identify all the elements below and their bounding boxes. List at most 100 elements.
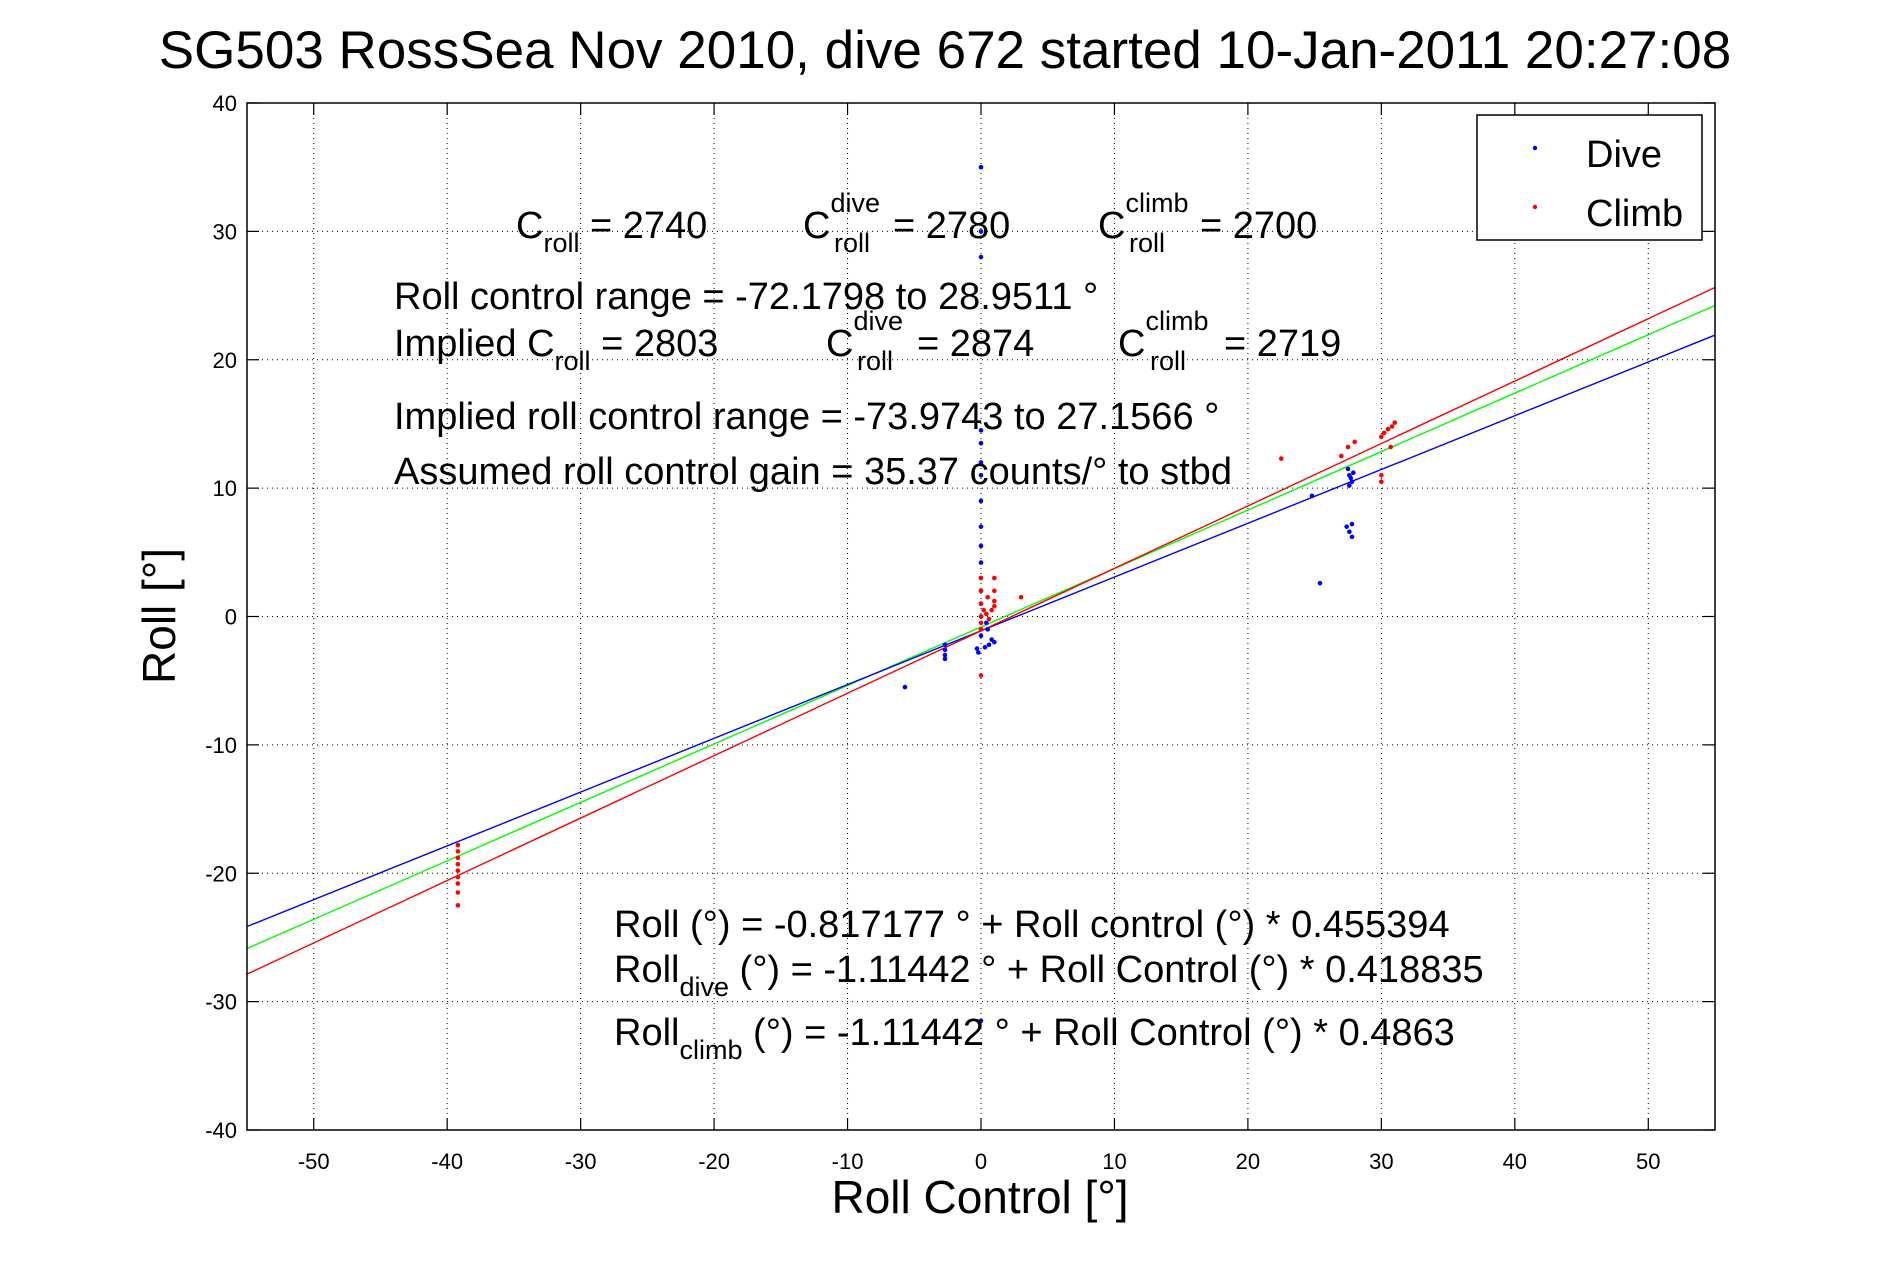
- climb-point: [1379, 434, 1384, 440]
- x-tick-label: -50: [298, 1149, 330, 1174]
- climb-point: [1392, 420, 1398, 425]
- equation-climb: Rollclimb (°) = -1.11442 ° + Roll Contro…: [614, 1012, 1455, 1065]
- climb-point: [992, 588, 997, 594]
- c-roll-climb-sub: roll: [1129, 228, 1165, 258]
- dive-point: [978, 229, 984, 234]
- implied-c-roll-dive-label: Cdive: [826, 306, 903, 365]
- implied-c-roll-dive-sub: roll: [857, 346, 893, 376]
- dive-point: [942, 647, 948, 653]
- series-dive: [902, 164, 1356, 1024]
- climb-point: [455, 849, 461, 854]
- y-tick-label: 20: [213, 348, 237, 373]
- x-tick-label: 50: [1636, 1149, 1660, 1174]
- dive-point: [1349, 521, 1355, 527]
- c-roll-label: Croll = 2740: [516, 205, 707, 258]
- dive-point: [985, 627, 990, 632]
- climb-point: [978, 588, 984, 594]
- dive-point: [978, 164, 984, 170]
- dive-point: [942, 656, 948, 662]
- climb-point: [992, 598, 997, 604]
- dive-point: [1351, 470, 1356, 476]
- axis-ticks: [247, 102, 1715, 1131]
- dive-point: [978, 524, 984, 529]
- dive-point: [978, 428, 984, 433]
- climb-point: [992, 603, 997, 609]
- implied-c-roll-dive-value: = 2874: [917, 323, 1034, 365]
- y-tick-labels: -40 -30 -20 -10 0 10 20 30 40: [205, 91, 237, 1143]
- legend-marker-dive: [1532, 145, 1538, 151]
- climb-point: [1385, 426, 1391, 432]
- dive-point: [1347, 483, 1352, 488]
- dive-point: [978, 543, 984, 549]
- c-roll-climb-value: = 2700: [1200, 205, 1317, 247]
- climb-point: [978, 601, 984, 606]
- climb-point: [978, 627, 984, 632]
- dive-point: [1309, 493, 1315, 499]
- data-points: [455, 164, 1398, 1024]
- x-tick-label: -40: [431, 1149, 463, 1174]
- dive-point: [1348, 475, 1353, 481]
- y-tick-label: -30: [205, 990, 237, 1015]
- fit-line-roll: [247, 304, 1715, 950]
- x-tick-labels: -50 -40 -30 -20 -10 0 10 20 30 40 50: [298, 1149, 1661, 1174]
- dive-point: [976, 650, 981, 655]
- climb-point: [1345, 444, 1351, 450]
- y-tick-label: 40: [213, 91, 237, 116]
- x-axis-label: Roll Control [°]: [831, 1171, 1128, 1223]
- y-tick-label: -20: [205, 861, 237, 886]
- legend-box: [1476, 114, 1703, 241]
- dive-point: [982, 645, 988, 650]
- dive-point: [978, 440, 984, 446]
- climb-point: [978, 673, 984, 678]
- dive-point: [992, 639, 997, 645]
- climb-point: [455, 874, 461, 880]
- x-tick-label: -30: [565, 1149, 597, 1174]
- climb-point: [455, 855, 461, 861]
- climb-point: [1278, 456, 1284, 461]
- x-tick-label: 30: [1369, 1149, 1393, 1174]
- implied-c-roll-climb-value: = 2719: [1224, 323, 1341, 365]
- c-roll-climb-label: Cclimb: [1098, 188, 1188, 247]
- dive-point: [1349, 534, 1355, 540]
- climb-point: [984, 611, 989, 617]
- climb-point: [978, 614, 984, 619]
- climb-point: [981, 607, 986, 613]
- climb-point: [978, 575, 984, 581]
- dive-point: [902, 684, 908, 690]
- climb-point: [1388, 444, 1394, 450]
- equation-all: Roll (°) = -0.817177 ° + Roll control (°…: [614, 904, 1450, 946]
- climb-point: [1339, 453, 1344, 459]
- dive-point: [986, 642, 992, 648]
- x-tick-label: -10: [832, 1149, 864, 1174]
- climb-point: [1381, 430, 1387, 436]
- dive-point: [1344, 524, 1349, 529]
- dive-point: [984, 620, 989, 626]
- climb-point: [455, 881, 461, 886]
- climb-point: [455, 861, 461, 867]
- legend-label-climb: Climb: [1586, 193, 1683, 235]
- dive-point: [978, 560, 984, 565]
- climb-point: [992, 575, 997, 581]
- dive-point: [978, 254, 984, 260]
- climb-point: [1379, 479, 1384, 485]
- implied-c-roll-label: Implied Croll = 2803: [394, 323, 718, 376]
- series-climb: [455, 420, 1398, 908]
- y-tick-label: -10: [205, 733, 237, 758]
- climb-point: [985, 594, 990, 600]
- dive-point: [1317, 580, 1323, 586]
- dive-point: [942, 642, 948, 648]
- climb-point: [1018, 594, 1024, 600]
- x-tick-label: 10: [1102, 1149, 1126, 1174]
- dive-point: [978, 472, 984, 478]
- x-tick-label: 20: [1236, 1149, 1260, 1174]
- dive-point: [978, 498, 984, 504]
- climb-point: [1389, 424, 1395, 429]
- climb-point: [455, 842, 461, 848]
- implied-c-roll-climb-label: Cclimb: [1118, 306, 1208, 365]
- legend: Dive Climb: [1476, 114, 1703, 241]
- climb-point: [978, 620, 984, 626]
- dive-point: [974, 646, 980, 651]
- climb-point: [455, 868, 461, 873]
- climb-point: [1352, 439, 1357, 445]
